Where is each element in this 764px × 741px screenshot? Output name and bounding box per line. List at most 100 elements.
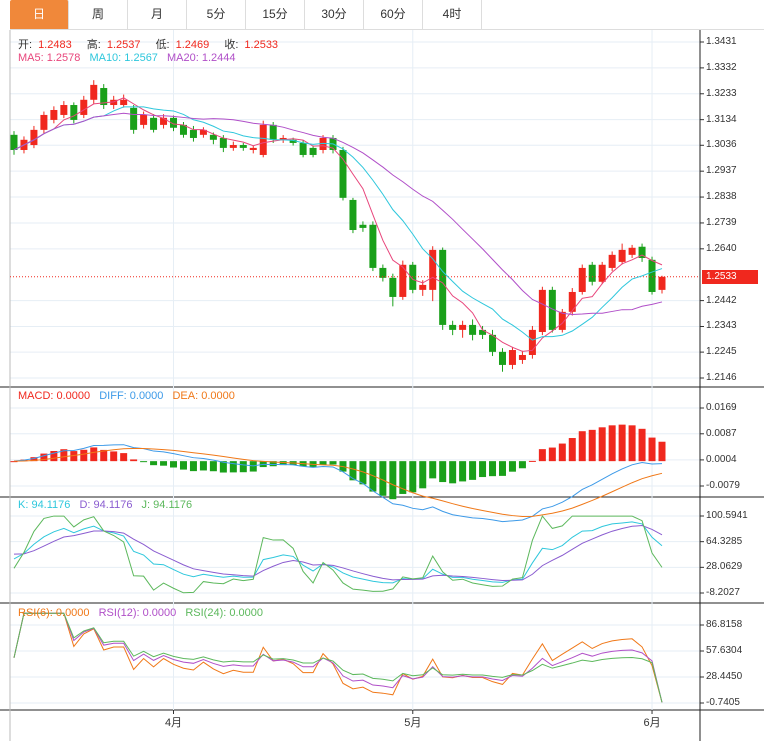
axis-tick-label: 0.0169: [706, 402, 737, 413]
axis-tick-label: -0.0079: [706, 480, 740, 491]
candle-down: [339, 149, 347, 198]
ma20-line: [13, 112, 663, 315]
macd-bar-negative: [389, 461, 397, 500]
axis-tick-label: -0.7405: [706, 697, 740, 708]
axis-tick-label: 1.3134: [706, 113, 737, 125]
candle-down: [409, 264, 417, 290]
candle-down: [239, 145, 247, 148]
candle-up: [160, 117, 168, 125]
k-line: [13, 521, 663, 584]
tab-2[interactable]: 月: [128, 0, 187, 29]
macd-bar-positive: [90, 447, 98, 462]
axis-tick-label: 1.3233: [706, 87, 737, 99]
axis-tick-label: 86.8158: [706, 619, 743, 630]
tab-4[interactable]: 15分: [246, 0, 305, 29]
axis-tick-label: 1.2245: [706, 346, 737, 358]
candle-up: [259, 124, 267, 155]
axis-tick-label: -8.2027: [706, 587, 740, 598]
axis-tick-label: 57.6304: [706, 645, 743, 656]
candle-up: [429, 249, 437, 290]
macd-bar-negative: [409, 461, 417, 493]
j-line: [13, 515, 663, 594]
axis-tick-label: 0.0004: [706, 453, 737, 465]
candle-up: [658, 276, 666, 290]
axis-tick-label: 1.2937: [706, 165, 737, 177]
low-label: 低:: [155, 39, 170, 51]
candle-up: [140, 114, 148, 125]
axis-tick-label: 1.3036: [706, 139, 737, 151]
candle-down: [369, 224, 377, 268]
macd-bar-negative: [209, 461, 217, 472]
macd-bar-positive: [60, 449, 68, 462]
tab-6[interactable]: 60分: [364, 0, 423, 29]
candle-down: [219, 137, 227, 148]
month-label: 6月: [643, 717, 661, 729]
candle-down: [289, 139, 297, 143]
macd-bar-positive: [10, 461, 18, 463]
macd-bar-positive: [628, 425, 636, 462]
macd-bar-negative: [199, 461, 207, 471]
axis-tick-label: 1.2739: [706, 216, 737, 228]
macd-bar-positive: [120, 453, 128, 462]
macd-bar-positive: [558, 443, 566, 462]
candle-down: [489, 334, 497, 352]
candle-up: [578, 267, 586, 292]
macd-bar-negative: [419, 461, 427, 489]
axis-tick-label: 1.3431: [706, 36, 737, 47]
candle-up: [40, 114, 48, 130]
macd-bar-negative: [279, 461, 287, 466]
macd-bar-positive: [638, 428, 646, 462]
candle-down: [479, 329, 487, 335]
tab-3[interactable]: 5分: [187, 0, 246, 29]
candle-down: [638, 246, 646, 258]
macd-bar-positive: [588, 429, 596, 462]
macd-bar-positive: [528, 460, 536, 462]
macd-bar-negative: [349, 461, 357, 481]
axis-tick-label: 100.5941: [706, 510, 748, 521]
candle-down: [10, 134, 18, 150]
candle-up: [538, 289, 546, 332]
tab-1[interactable]: 周: [69, 0, 128, 29]
macd-bar-negative: [449, 461, 457, 484]
macd-bar-negative: [479, 461, 487, 478]
macd-bar-positive: [70, 451, 78, 462]
macd-bar-positive: [648, 437, 656, 462]
candle-down: [498, 351, 506, 365]
dea-line: [13, 448, 663, 517]
ma5-line: [13, 97, 663, 352]
macd-bar-positive: [110, 451, 118, 462]
j-value: J: 94.1176: [141, 499, 193, 511]
candle-up: [568, 291, 576, 312]
candle-up: [558, 311, 566, 330]
macd-bar-positive: [80, 449, 88, 462]
candle-up: [60, 105, 68, 115]
kdj-legend: K: 94.1176 D: 94.1176 J: 94.1176: [18, 499, 198, 511]
tab-0[interactable]: 日: [10, 0, 69, 29]
candle-down: [548, 289, 556, 330]
candle-up: [279, 137, 287, 140]
axis-tick-label: 1.2442: [706, 294, 737, 306]
tab-7[interactable]: 4时: [423, 0, 482, 29]
candle-down: [170, 117, 178, 128]
diff-value: DIFF: 0.0000: [99, 390, 164, 402]
candle-down: [349, 199, 357, 231]
rsi6-line: [13, 612, 663, 703]
ohlc-legend: 开: 1.2483 高: 1.2537 低: 1.2469 收: 1.2533: [18, 36, 290, 52]
tab-5[interactable]: 30分: [305, 0, 364, 29]
candle-up: [399, 264, 407, 297]
open-value: 1.2483: [38, 39, 72, 51]
candle-up: [90, 84, 98, 100]
macd-bar-negative: [150, 461, 158, 466]
candle-down: [379, 267, 387, 278]
candle-up: [508, 350, 516, 365]
ma10-line: [13, 106, 663, 341]
macd-legend: MACD: 0.0000 DIFF: 0.0000 DEA: 0.0000: [18, 390, 241, 402]
candle-down: [179, 124, 187, 135]
macd-bar-negative: [269, 461, 277, 467]
axis-tick-label: 1.2146: [706, 372, 737, 383]
macd-bar-positive: [100, 449, 108, 462]
axis-tick-label: 1.2838: [706, 191, 737, 203]
candle-up: [80, 99, 88, 115]
macd-bar-positive: [50, 451, 58, 462]
